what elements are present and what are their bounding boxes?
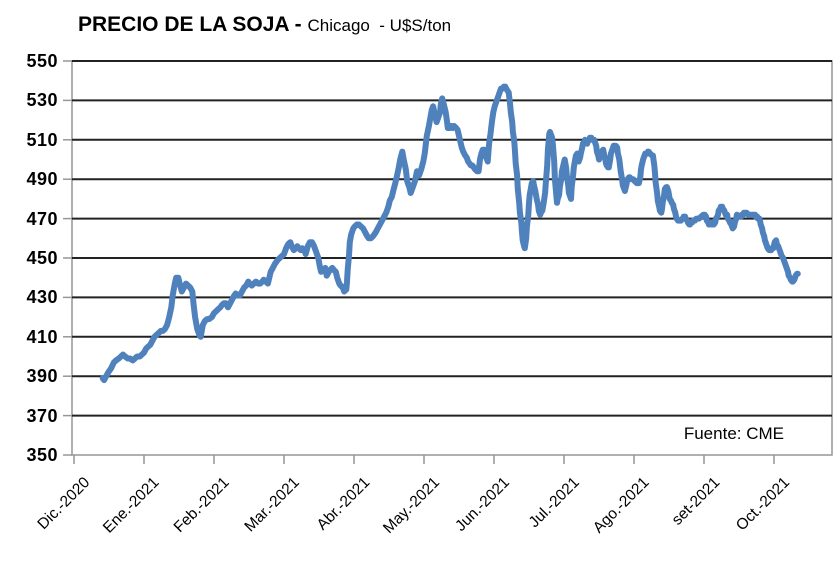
y-axis-tick-label: 470 [26, 208, 58, 229]
y-axis-tick-label: 490 [26, 169, 58, 190]
y-axis-tick-label: 430 [26, 287, 58, 308]
chart-title-main: PRECIO DE LA SOJA - [78, 13, 308, 36]
chart-title: PRECIO DE LA SOJA - Chicago - U$S/ton [78, 13, 451, 37]
chart-title-sub: Chicago - U$S/ton [307, 16, 452, 35]
y-axis-tick-label: 530 [26, 90, 58, 111]
y-axis-tick-label: 510 [26, 129, 58, 150]
source-note: Fuente: CME [683, 424, 784, 443]
y-axis-tick-label: 370 [26, 405, 58, 426]
price-line [99, 83, 801, 384]
y-axis-tick-label: 410 [26, 326, 58, 347]
y-axis-tick-label: 450 [26, 248, 58, 268]
y-axis-tick-label: 550 [26, 51, 58, 71]
y-axis-tick-label: 390 [26, 366, 58, 387]
y-axis-tick-label: 350 [26, 445, 58, 465]
